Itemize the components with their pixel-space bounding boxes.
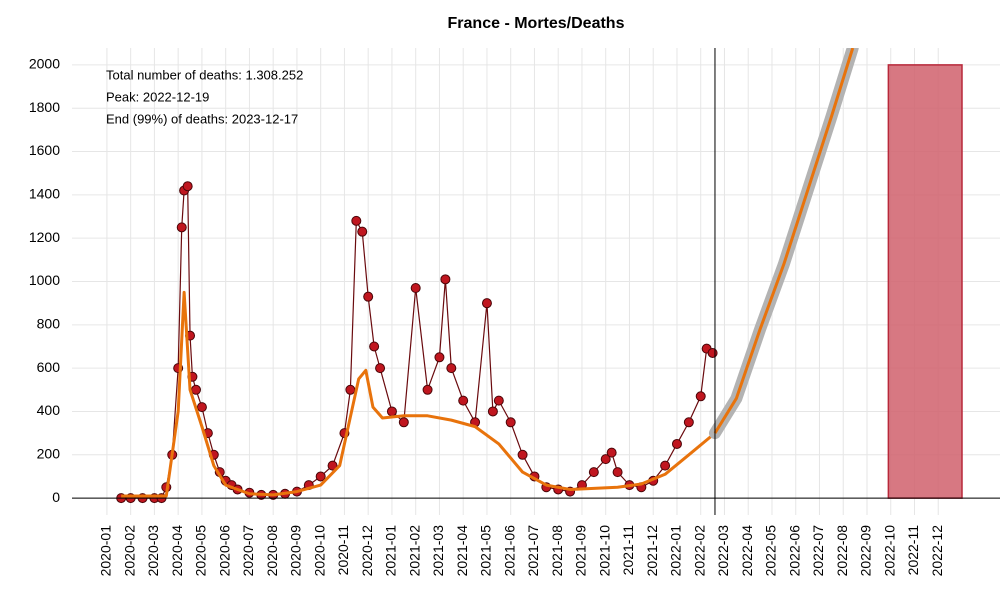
data-point	[481, 298, 492, 309]
data-point	[517, 449, 528, 460]
data-point	[176, 222, 187, 233]
y-tick-label: 600	[37, 359, 61, 375]
data-point	[458, 395, 469, 406]
y-tick-label: 200	[37, 445, 61, 461]
data-point	[487, 406, 498, 417]
x-tick-label: 2021-07	[525, 525, 541, 577]
data-point	[493, 395, 504, 406]
x-tick-label: 2021-06	[501, 525, 517, 577]
x-tick-label: 2022-01	[668, 525, 684, 577]
data-point	[446, 363, 457, 374]
x-tick-label: 2021-11	[620, 525, 636, 576]
x-tick-label: 2021-02	[406, 525, 422, 577]
x-tick-label: 2020-02	[121, 525, 137, 577]
x-tick-label: 2020-06	[216, 525, 232, 577]
y-tick-label: 1400	[29, 186, 60, 202]
x-tick-label: 2022-11	[905, 525, 921, 576]
data-point	[196, 402, 207, 413]
x-tick-label: 2022-08	[834, 525, 850, 577]
x-tick-label: 2022-06	[786, 525, 802, 577]
x-tick-label: 2021-05	[478, 525, 494, 577]
y-tick-label: 1000	[29, 272, 60, 288]
x-tick-label: 2021-08	[549, 525, 565, 577]
y-tick-label: 1600	[29, 142, 60, 158]
x-tick-label: 2022-05	[763, 525, 779, 577]
y-tick-label: 1800	[29, 99, 60, 115]
x-tick-label: 2021-04	[454, 525, 470, 577]
x-tick-label: 2020-07	[240, 525, 256, 577]
x-tick-label: 2022-12	[929, 525, 945, 577]
data-point	[315, 471, 326, 482]
data-point	[190, 384, 201, 395]
x-tick-label: 2020-11	[335, 525, 351, 576]
x-tick-label: 2020-12	[359, 525, 375, 577]
data-point	[357, 226, 368, 237]
x-tick-label: 2022-07	[810, 525, 826, 577]
x-tick-label: 2022-04	[739, 525, 755, 577]
data-point	[683, 417, 694, 428]
x-tick-label: 2020-08	[264, 525, 280, 577]
x-tick-label: 2022-02	[691, 525, 707, 577]
x-tick-label: 2020-03	[145, 525, 161, 577]
data-point	[606, 447, 617, 458]
y-tick-label: 2000	[29, 56, 60, 72]
data-point	[182, 181, 193, 192]
data-point	[422, 384, 433, 395]
annotation: Peak: 2022-12-19	[106, 89, 209, 104]
x-tick-label: 2020-09	[288, 525, 304, 577]
x-tick-label: 2021-12	[644, 525, 660, 577]
data-point	[440, 274, 451, 285]
trend-line	[121, 290, 716, 498]
data-point	[345, 384, 356, 395]
chart-title: France - Mortes/Deaths	[448, 15, 625, 32]
x-tick-label: 2020-04	[169, 525, 185, 577]
x-tick-label: 2020-05	[193, 525, 209, 577]
data-point	[363, 291, 374, 302]
x-tick-label: 2022-10	[881, 525, 897, 577]
data-point	[505, 417, 516, 428]
y-tick-label: 1200	[29, 229, 60, 245]
data-point	[369, 341, 380, 352]
y-tick-label: 0	[52, 489, 60, 505]
data-point	[434, 352, 445, 363]
axes: 0 200 400 600 800 1000 1200 1400 1600 1800 2000 202…	[29, 48, 1000, 576]
x-tick-label: 2020-01	[98, 525, 114, 577]
x-tick-label: 2021-09	[573, 525, 589, 577]
x-tick-label: 2020-10	[311, 525, 327, 577]
x-tick-label: 2022-03	[715, 525, 731, 577]
data-point	[695, 391, 706, 402]
data-point	[375, 363, 386, 374]
data-point	[660, 460, 671, 471]
data-point	[707, 347, 718, 358]
marks	[116, 48, 963, 504]
data-point	[600, 454, 611, 465]
y-tick-label: 400	[37, 402, 61, 418]
x-tick-label: 2021-03	[430, 525, 446, 577]
data-point	[386, 406, 397, 417]
data-point	[588, 467, 599, 478]
x-tick-label: 2021-01	[383, 525, 399, 577]
data-point	[410, 282, 421, 293]
data-point	[671, 438, 682, 449]
y-tick-label: 800	[37, 316, 61, 332]
data-point	[612, 467, 623, 478]
x-tick-label: 2021-10	[596, 525, 612, 577]
annotation: Total number of deaths: 1.308.252	[106, 67, 303, 82]
data-point	[327, 460, 338, 471]
data-point	[398, 417, 409, 428]
x-tick-label: 2022-09	[858, 525, 874, 577]
trend-line	[713, 48, 855, 434]
highlight-span	[887, 64, 963, 499]
annotation: End (99%) of deaths: 2023-12-17	[106, 111, 298, 126]
annotations: Total number of deaths: 1.308.252 Peak: 2…	[106, 67, 303, 126]
data-point	[351, 215, 362, 226]
